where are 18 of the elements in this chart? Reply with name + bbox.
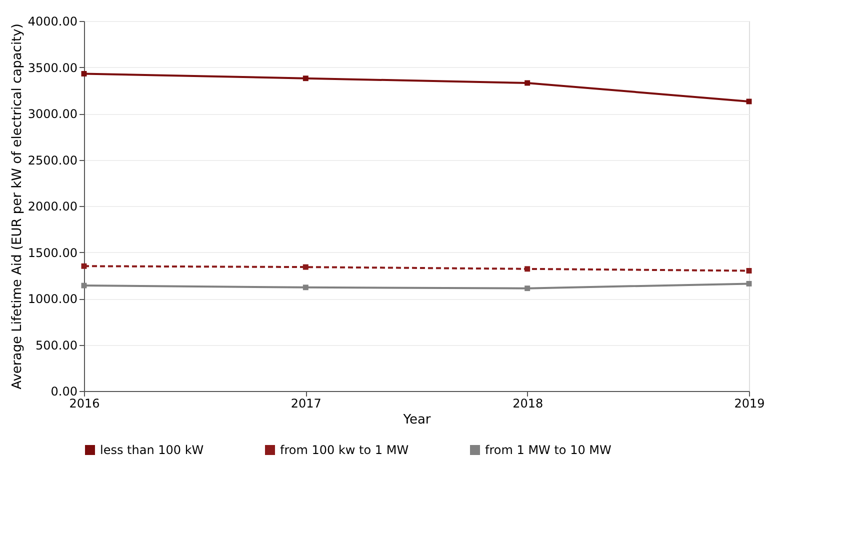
x-tick-label: 2017 — [290, 396, 322, 410]
y-tick-label: 4000.00 — [28, 14, 78, 28]
y-tick-label: 2500.00 — [28, 153, 78, 168]
y-tick-label: 3000.00 — [28, 107, 78, 121]
x-tick-label: 2016 — [69, 396, 100, 410]
y-tick-label: 2000.00 — [28, 200, 78, 214]
x-tick-label: 2018 — [512, 396, 544, 410]
y-tick-label: 0.00 — [50, 384, 78, 398]
y-axis-title: Average Lifetime Aid (EUR per kW of electrical capacity) — [10, 24, 25, 390]
legend-label: from 100 kw to 1 MW — [280, 443, 409, 457]
legend-label: from 1 MW to 10 MW — [485, 443, 612, 457]
legend-label: less than 100 kW — [100, 443, 204, 457]
x-axis-title: Year — [402, 412, 432, 428]
y-tick-label: 3500.00 — [28, 60, 78, 75]
y-tick-label: 1500.00 — [28, 246, 78, 260]
y-tick-label: 1000.00 — [28, 292, 78, 306]
x-tick-label: 2019 — [734, 396, 765, 410]
y-tick-label: 500.00 — [36, 338, 78, 352]
